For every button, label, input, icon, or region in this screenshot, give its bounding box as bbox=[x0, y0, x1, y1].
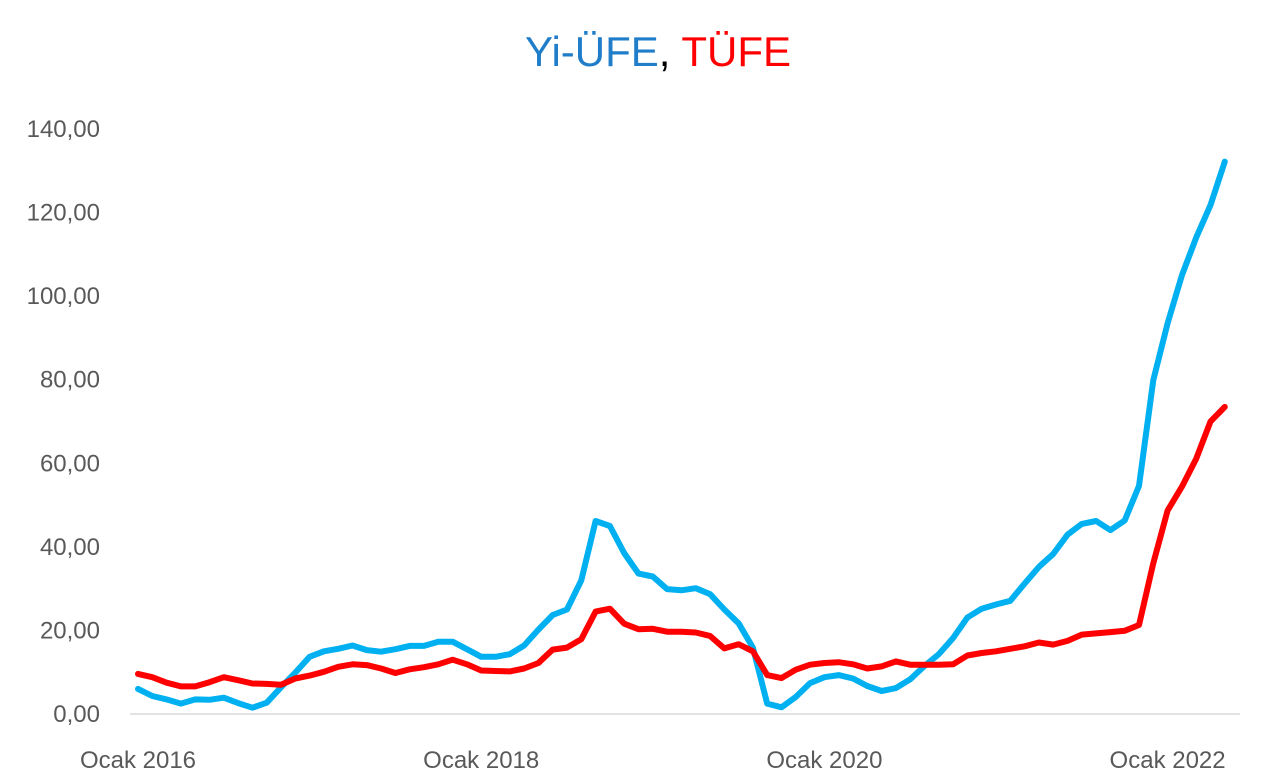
x-tick-label: Ocak 2018 bbox=[423, 747, 539, 774]
y-tick-label: 100,00 bbox=[27, 283, 100, 310]
title-series-2: TÜFE bbox=[681, 28, 791, 75]
series-points-0 bbox=[137, 161, 1225, 708]
y-tick-label: 80,00 bbox=[40, 367, 100, 394]
series-line-tufe bbox=[135, 403, 1228, 690]
y-tick-label: 120,00 bbox=[27, 200, 100, 227]
series-points-1 bbox=[137, 406, 1225, 687]
title-separator: , bbox=[659, 28, 682, 75]
title-series-1: Yi-ÜFE bbox=[525, 28, 659, 75]
chart-title: Yi-ÜFE, TÜFE bbox=[525, 28, 791, 75]
y-tick-label: 140,00 bbox=[27, 116, 100, 143]
x-tick-label: Ocak 2022 bbox=[1110, 747, 1226, 774]
y-tick-label: 20,00 bbox=[40, 617, 100, 644]
y-tick-label: 40,00 bbox=[40, 534, 100, 561]
series-line-yi-ufe bbox=[135, 158, 1228, 711]
y-tick-label: 0,00 bbox=[53, 701, 100, 728]
x-tick-label: Ocak 2020 bbox=[766, 747, 882, 774]
y-tick-label: 60,00 bbox=[40, 450, 100, 477]
x-tick-label: Ocak 2016 bbox=[80, 747, 196, 774]
